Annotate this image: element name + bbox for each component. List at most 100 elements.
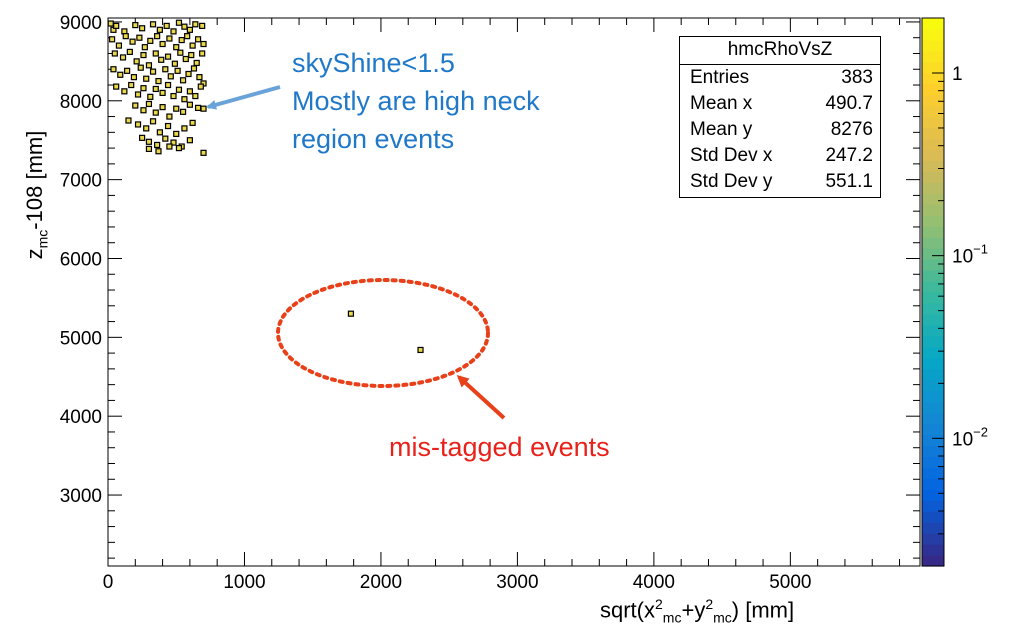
colorbar-tick-label: 10−2 <box>952 424 988 450</box>
mistagged-annotation: mis-tagged events <box>389 432 610 462</box>
data-point <box>199 50 206 57</box>
x-label-end: ) [mm] <box>731 597 795 623</box>
colorbar-band <box>922 28 944 41</box>
colorbar-band <box>922 357 944 370</box>
y-label-sub: mc <box>34 229 51 249</box>
y-tick-label: 5000 <box>60 328 102 349</box>
data-point <box>145 62 153 69</box>
data-point <box>155 148 162 155</box>
colorbar-band <box>922 423 944 436</box>
data-point <box>186 26 193 33</box>
data-point <box>196 74 203 81</box>
colorbar-band <box>922 116 944 129</box>
colorbar-band <box>922 313 944 326</box>
data-point <box>111 50 118 57</box>
colorbar-band <box>922 226 944 238</box>
colorbar-band <box>922 127 944 140</box>
data-point <box>174 67 181 74</box>
stats-title: hmcRhoVsZ <box>680 37 880 65</box>
colorbar-band <box>922 149 944 162</box>
data-point <box>199 22 206 29</box>
data-point <box>164 81 172 89</box>
data-point <box>140 107 147 114</box>
data-point <box>164 122 172 130</box>
colorbar-band <box>922 500 944 512</box>
colorbar-band <box>922 555 944 567</box>
data-point <box>117 71 124 78</box>
stats-row: Mean x 490.7 <box>690 91 873 117</box>
data-point <box>192 92 199 100</box>
data-point <box>154 141 161 149</box>
data-point <box>122 33 129 40</box>
stats-value: 490.7 <box>825 93 873 114</box>
data-point <box>145 138 153 145</box>
colorbar-band <box>922 368 944 381</box>
data-point <box>154 33 161 40</box>
x-label-sub1: mc <box>662 609 682 626</box>
data-point <box>159 40 166 48</box>
stats-label: Entries <box>690 67 750 88</box>
data-point <box>140 85 147 92</box>
data-point <box>181 125 188 132</box>
data-point <box>134 121 142 128</box>
data-point <box>175 19 183 26</box>
data-point <box>194 104 202 111</box>
data-point <box>132 21 139 29</box>
data-point <box>417 346 424 354</box>
colorbar-band <box>922 171 944 183</box>
colorbar-band <box>922 324 944 337</box>
x-axis-label: sqrt(x2mc+y2mc) [mm] <box>600 596 794 626</box>
colorbar-frame <box>921 17 945 567</box>
colorbar-band <box>922 379 944 392</box>
x-tick-label: 1000 <box>223 572 265 593</box>
colorbar-band <box>922 401 944 414</box>
y-tick-label: 8000 <box>60 92 102 113</box>
y-tick-label: 3000 <box>60 486 102 507</box>
data-point <box>200 149 207 156</box>
data-point <box>197 83 204 90</box>
data-point <box>194 36 202 43</box>
colorbar-band <box>922 511 944 523</box>
stats-value: 247.2 <box>825 145 873 166</box>
data-point <box>186 88 193 95</box>
data-point <box>115 42 123 49</box>
data-point <box>129 38 136 45</box>
data-point <box>113 83 120 90</box>
colorbar-band <box>922 259 944 271</box>
data-point <box>121 88 128 95</box>
y-tick-label: 7000 <box>60 171 102 192</box>
data-point <box>108 36 116 43</box>
data-point <box>166 143 173 150</box>
data-point <box>188 51 195 59</box>
colorbar-band <box>922 390 944 403</box>
y-axis-label: zmc-108 [mm] <box>22 110 52 280</box>
colorbar-band <box>922 105 944 118</box>
colorbar-band <box>922 346 944 359</box>
y-tick-label: 9000 <box>60 13 102 34</box>
data-point <box>140 51 147 59</box>
data-point <box>193 59 200 67</box>
data-point <box>200 40 207 48</box>
data-point <box>189 119 196 126</box>
colorbar-band <box>922 292 944 304</box>
colorbar-band <box>922 204 944 216</box>
colorbar-band <box>922 544 944 556</box>
data-point <box>164 53 172 60</box>
data-point <box>189 42 196 49</box>
data-point <box>162 135 169 142</box>
colorbar-band <box>922 50 944 63</box>
stats-value: 551.1 <box>825 171 873 192</box>
colorbar-band <box>922 94 944 107</box>
x-tick-label: 2000 <box>360 572 402 593</box>
stats-row: Std Dev y 551.1 <box>690 169 873 195</box>
data-point <box>159 103 166 111</box>
colorbar-band <box>922 445 944 457</box>
x-tick-label: 3000 <box>496 572 538 593</box>
colorbar-band <box>922 478 944 490</box>
stats-row: Entries 383 <box>690 65 873 91</box>
data-point <box>141 44 148 51</box>
x-label-sup1: 2 <box>655 596 663 612</box>
colorbar-band <box>922 412 944 425</box>
data-point <box>139 25 146 32</box>
data-point <box>159 89 166 97</box>
